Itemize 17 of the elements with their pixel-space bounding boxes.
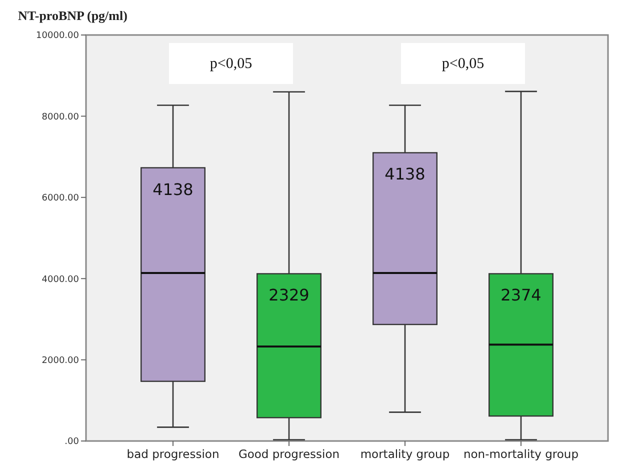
y-tick-label: 6000.00	[42, 194, 80, 204]
x-tick-label: Good progression	[238, 447, 340, 461]
x-tick-label: non-mortality group	[463, 447, 579, 461]
x-tick-label: bad progression	[126, 447, 220, 461]
annotation: p<0,05	[210, 56, 252, 72]
y-tick-label: 4000.00	[42, 274, 80, 285]
annotation: p<0,05	[442, 56, 484, 72]
annotation: 2329	[268, 286, 310, 305]
y-tick-label: .00	[64, 437, 80, 448]
annotation: 2374	[500, 286, 542, 305]
x-tick-label: mortality group	[360, 447, 450, 461]
y-tick-label: 2000.00	[42, 356, 80, 366]
annotation: 4138	[384, 164, 426, 184]
annotation: 4138	[152, 180, 194, 199]
y-axis-title: NT-proBNP (pg/ml)	[18, 8, 128, 23]
y-tick-label: 8000.00	[42, 112, 80, 122]
y-tick-label: 10000.00	[36, 31, 80, 42]
